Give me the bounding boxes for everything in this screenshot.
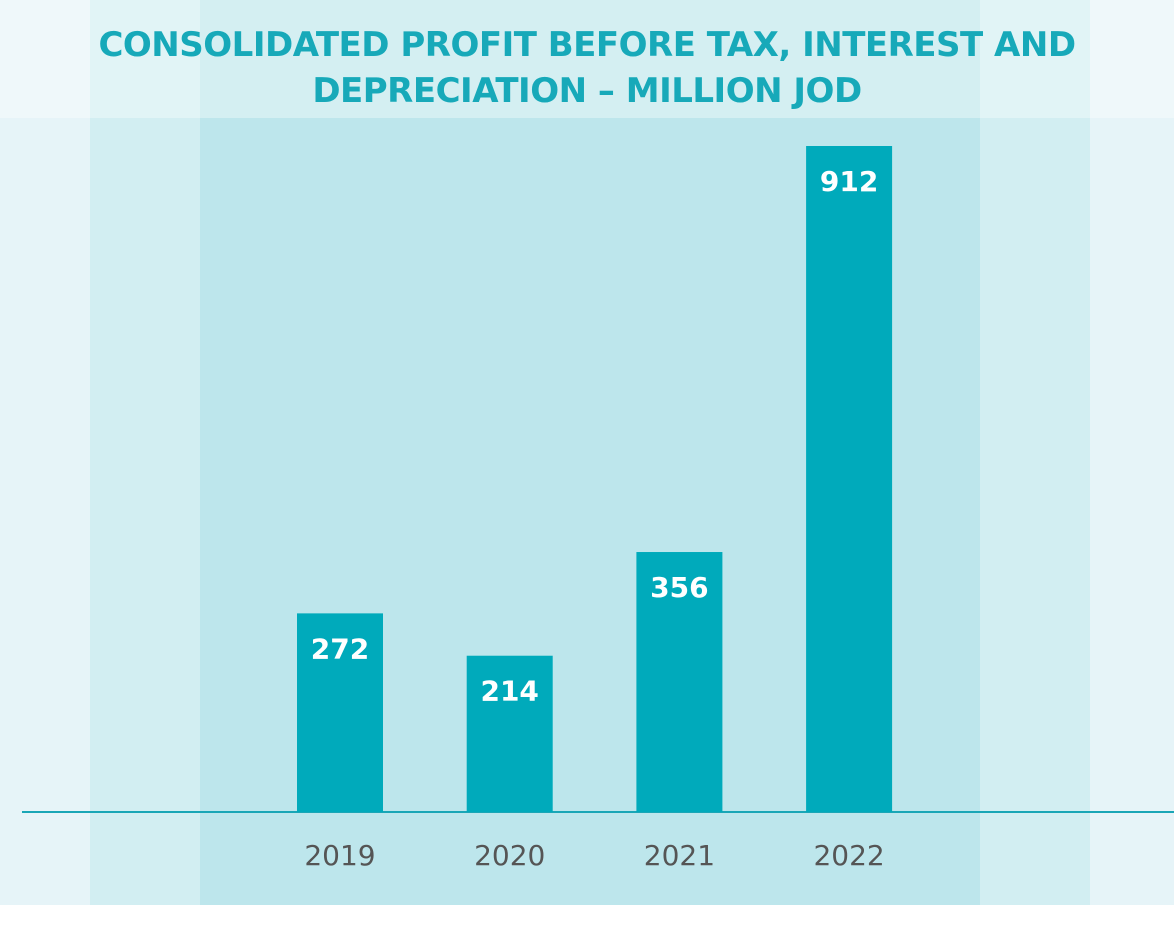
x-tick-label: 2019 [304, 839, 375, 872]
x-tick-label: 2020 [474, 839, 545, 872]
value-label: 272 [311, 632, 369, 665]
bar [636, 552, 723, 812]
bar [806, 146, 893, 812]
chart-title: CONSOLIDATED PROFIT BEFORE TAX, INTEREST… [98, 25, 1076, 111]
value-label: 356 [650, 571, 708, 604]
bar [297, 613, 383, 812]
footer [0, 905, 1174, 934]
x-tick-label: 2021 [644, 839, 715, 872]
x-tick-label: 2022 [813, 839, 884, 872]
header-band [0, 0, 1174, 118]
value-label: 912 [820, 165, 878, 198]
bar [466, 655, 553, 812]
value-label: 214 [480, 675, 538, 708]
